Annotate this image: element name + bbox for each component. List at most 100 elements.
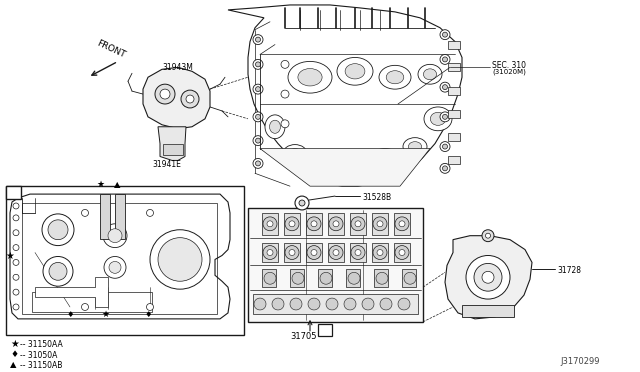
Ellipse shape <box>379 65 411 89</box>
Bar <box>6 186 244 335</box>
Circle shape <box>43 256 73 286</box>
Circle shape <box>13 245 19 251</box>
Bar <box>248 208 423 322</box>
Ellipse shape <box>311 151 339 170</box>
Text: -- 31150AB: -- 31150AB <box>20 362 62 371</box>
Circle shape <box>442 114 447 119</box>
Circle shape <box>285 246 299 259</box>
Circle shape <box>109 262 121 273</box>
Ellipse shape <box>386 71 404 84</box>
Circle shape <box>307 246 321 259</box>
Circle shape <box>486 233 490 238</box>
Circle shape <box>253 84 263 94</box>
Circle shape <box>442 166 447 171</box>
Circle shape <box>442 144 447 149</box>
Circle shape <box>440 54 450 64</box>
Ellipse shape <box>408 142 422 151</box>
Text: (31020M): (31020M) <box>492 68 526 75</box>
Text: 31528B: 31528B <box>362 193 391 202</box>
Text: ♦: ♦ <box>67 310 74 320</box>
Circle shape <box>155 84 175 104</box>
Bar <box>394 243 410 262</box>
Circle shape <box>13 215 19 221</box>
Text: ★: ★ <box>6 250 14 260</box>
Ellipse shape <box>403 138 427 155</box>
Circle shape <box>181 90 199 108</box>
Text: ▲: ▲ <box>10 360 17 369</box>
Circle shape <box>49 262 67 280</box>
Circle shape <box>186 95 194 103</box>
Bar <box>262 269 276 287</box>
Ellipse shape <box>430 112 445 125</box>
Ellipse shape <box>269 120 280 133</box>
Polygon shape <box>10 194 230 319</box>
Bar <box>350 213 366 235</box>
Text: A: A <box>319 325 324 334</box>
Circle shape <box>267 221 273 227</box>
Circle shape <box>308 298 320 310</box>
Circle shape <box>398 298 410 310</box>
Circle shape <box>81 209 88 217</box>
Circle shape <box>255 62 260 67</box>
Circle shape <box>376 272 388 284</box>
Text: 31941E: 31941E <box>152 160 181 169</box>
Ellipse shape <box>288 61 332 93</box>
Polygon shape <box>158 127 186 160</box>
Circle shape <box>329 217 343 231</box>
Polygon shape <box>445 236 532 319</box>
Circle shape <box>395 217 409 231</box>
Circle shape <box>42 214 74 246</box>
Circle shape <box>263 246 277 259</box>
Bar <box>374 269 388 287</box>
Bar <box>253 294 418 314</box>
Circle shape <box>13 203 19 209</box>
Circle shape <box>442 32 447 37</box>
Circle shape <box>253 35 263 45</box>
Text: 31728: 31728 <box>557 266 581 275</box>
Ellipse shape <box>346 158 364 169</box>
Circle shape <box>440 82 450 92</box>
Circle shape <box>147 304 154 311</box>
Ellipse shape <box>345 64 365 79</box>
Text: -- 31150AA: -- 31150AA <box>20 340 63 349</box>
Circle shape <box>351 217 365 231</box>
Polygon shape <box>35 277 108 307</box>
Circle shape <box>482 230 494 242</box>
Circle shape <box>329 246 343 259</box>
Ellipse shape <box>371 148 399 169</box>
Circle shape <box>281 90 289 98</box>
Circle shape <box>289 221 295 227</box>
Bar <box>372 243 388 262</box>
Text: 31705: 31705 <box>290 332 317 341</box>
Circle shape <box>158 238 202 281</box>
Bar <box>350 243 366 262</box>
Circle shape <box>326 298 338 310</box>
Circle shape <box>351 246 365 259</box>
Ellipse shape <box>424 69 436 80</box>
Bar <box>372 213 388 235</box>
Circle shape <box>289 250 295 256</box>
Circle shape <box>466 256 510 299</box>
Circle shape <box>362 298 374 310</box>
Text: ♦: ♦ <box>10 350 18 359</box>
Circle shape <box>104 256 126 278</box>
Circle shape <box>482 271 494 283</box>
Circle shape <box>440 142 450 151</box>
Bar <box>284 243 300 262</box>
Bar <box>318 324 332 336</box>
Circle shape <box>440 30 450 39</box>
Circle shape <box>440 112 450 122</box>
Text: ★: ★ <box>10 339 19 349</box>
Bar <box>100 194 110 239</box>
Bar <box>163 144 183 155</box>
Ellipse shape <box>265 115 285 139</box>
Text: A: A <box>8 187 14 196</box>
Circle shape <box>255 87 260 92</box>
Circle shape <box>281 120 289 128</box>
Circle shape <box>285 217 299 231</box>
Ellipse shape <box>298 68 322 86</box>
Circle shape <box>373 246 387 259</box>
Text: ★: ★ <box>96 180 104 189</box>
Circle shape <box>13 274 19 280</box>
Circle shape <box>253 60 263 69</box>
